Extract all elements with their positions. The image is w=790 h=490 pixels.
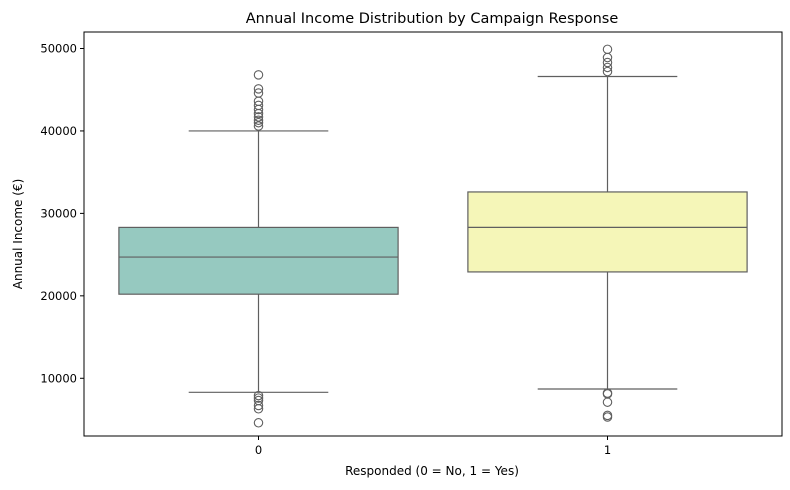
outlier-point [602,397,613,407]
outlier-point [253,117,264,128]
outlier-point [253,400,264,411]
outlier-point [253,390,264,401]
outlier-point [602,52,613,63]
box-group-0 [118,70,399,428]
y-tick-label: 30000 [40,206,77,220]
outlier-point [602,412,613,422]
y-axis-label: Annual Income (€) [11,179,25,290]
outlier-point [602,66,613,77]
y-tick-label: 40000 [40,124,77,138]
outlier-point [253,100,264,111]
y-tick-label: 10000 [40,371,77,385]
outlier-point [602,44,613,55]
outlier-point [602,62,613,73]
box-group-1 [467,44,748,422]
plot-area [118,44,748,428]
outlier-point [253,404,264,414]
box-iqr [467,191,748,273]
outlier-point [253,418,264,428]
box-iqr [118,226,399,295]
y-axis: 10000 20000 30000 40000 50000 [40,41,84,385]
outlier-point [253,121,264,131]
outlier-point [602,57,613,68]
outlier-point [253,84,264,94]
plot-frame [83,31,783,437]
x-axis-label: Responded (0 = No, 1 = Yes) [345,464,519,478]
outlier-point [253,115,264,125]
y-tick-label: 50000 [40,41,77,55]
x-tick-label: 1 [604,443,611,457]
y-tick-label: 20000 [40,289,77,303]
x-tick-label: 0 [255,443,262,457]
outlier-point [253,70,264,80]
chart-title: Annual Income Distribution by Campaign R… [246,11,619,27]
outlier-point [253,112,264,122]
outlier-point [253,88,264,98]
outlier-point [253,393,264,403]
